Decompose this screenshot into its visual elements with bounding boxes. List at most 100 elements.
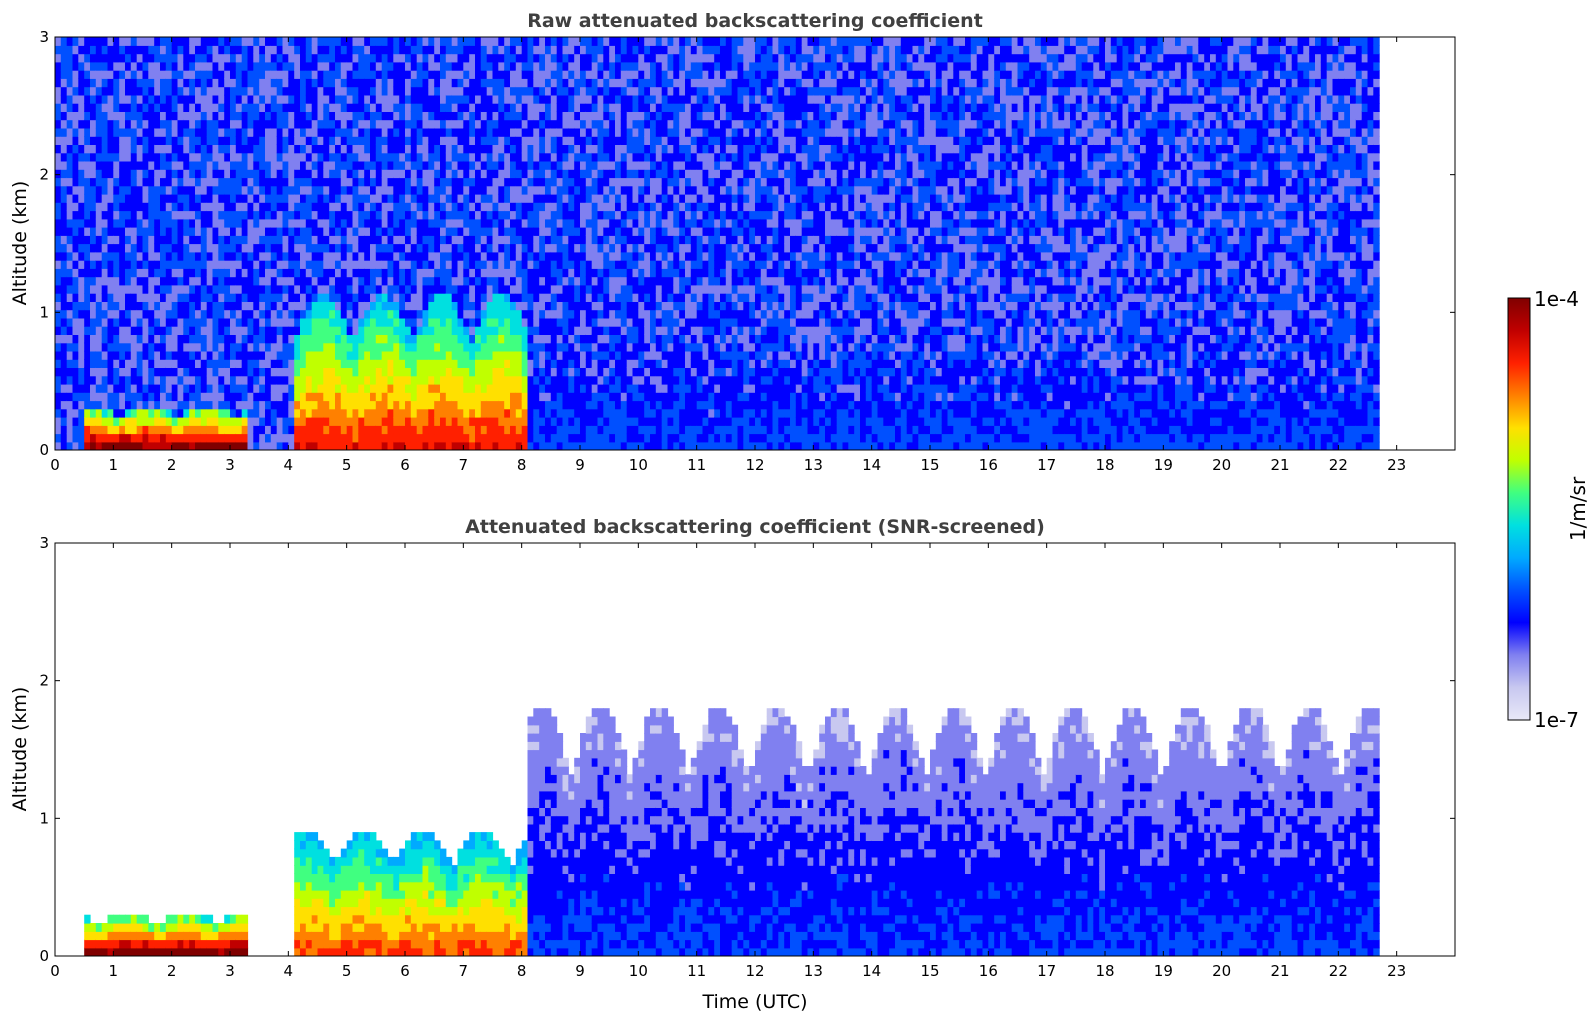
heatmap-cell xyxy=(393,70,400,79)
heatmap-cell xyxy=(125,185,132,195)
heatmap-cell xyxy=(504,359,511,368)
heatmap-cell xyxy=(498,243,505,253)
heatmap-cell xyxy=(165,111,173,121)
heatmap-cell xyxy=(101,78,109,88)
heatmap-cell xyxy=(55,383,62,393)
heatmap-cell xyxy=(615,441,622,450)
heatmap-cell xyxy=(171,227,179,236)
heatmap-cell xyxy=(101,276,109,286)
heatmap-cell xyxy=(107,111,114,121)
heatmap-cell xyxy=(340,350,348,360)
heatmap-cell xyxy=(259,367,266,377)
heatmap-cell xyxy=(416,417,424,426)
heatmap-cell xyxy=(323,260,330,269)
heatmap-cell xyxy=(136,260,144,269)
heatmap-cell xyxy=(200,408,208,418)
heatmap-cell xyxy=(136,78,144,88)
heatmap-cell xyxy=(393,152,400,162)
heatmap-cell xyxy=(632,111,639,121)
heatmap-cell xyxy=(527,70,534,79)
heatmap-cell xyxy=(410,136,418,145)
heatmap-cell xyxy=(160,185,167,195)
heatmap-cell xyxy=(405,276,412,286)
heatmap-cell xyxy=(550,119,558,129)
heatmap-cell xyxy=(294,210,301,220)
heatmap-cell xyxy=(148,425,155,435)
heatmap-cell xyxy=(154,309,161,319)
heatmap-cell xyxy=(288,202,295,212)
heatmap-cell xyxy=(469,350,476,360)
heatmap-cell xyxy=(562,152,569,162)
heatmap-cell xyxy=(95,94,103,104)
heatmap-cell xyxy=(574,94,581,104)
heatmap-cell xyxy=(148,342,155,352)
heatmap-cell xyxy=(492,78,499,88)
heatmap-cell xyxy=(340,293,348,302)
heatmap-cell xyxy=(119,334,126,344)
heatmap-cell xyxy=(148,78,155,88)
heatmap-cell xyxy=(270,218,278,228)
heatmap-cell xyxy=(195,127,202,137)
heatmap-cell xyxy=(259,177,266,187)
heatmap-cell xyxy=(405,342,412,352)
heatmap-cell xyxy=(78,169,85,179)
heatmap-cell xyxy=(148,334,155,344)
heatmap-cell xyxy=(101,127,109,137)
heatmap-cell xyxy=(160,301,167,311)
heatmap-cell xyxy=(521,243,529,253)
heatmap-cell xyxy=(405,210,412,220)
heatmap-cell xyxy=(206,350,214,360)
heatmap-cell xyxy=(597,94,604,104)
heatmap-cell xyxy=(422,45,429,55)
heatmap-cell xyxy=(370,375,377,385)
heatmap-cell xyxy=(480,103,488,112)
heatmap-cell xyxy=(154,94,161,104)
heatmap-cell xyxy=(381,210,389,220)
heatmap-cell xyxy=(609,202,616,212)
heatmap-cell xyxy=(247,193,254,203)
heatmap-cell xyxy=(550,293,558,302)
heatmap-cell xyxy=(235,441,243,450)
heatmap-cell xyxy=(311,86,319,96)
heatmap-cell xyxy=(101,45,109,55)
heatmap-cell xyxy=(55,309,62,319)
heatmap-cell xyxy=(323,317,330,327)
heatmap-cell xyxy=(434,111,441,121)
heatmap-cell xyxy=(84,301,91,311)
heatmap-cell xyxy=(510,202,517,212)
heatmap-cell xyxy=(276,152,284,162)
heatmap-cell xyxy=(585,61,593,71)
heatmap-cell xyxy=(562,268,569,278)
heatmap-cell xyxy=(340,441,348,450)
heatmap-cell xyxy=(632,334,639,344)
heatmap-cell xyxy=(90,334,97,344)
heatmap-cell xyxy=(620,235,628,245)
heatmap-cell xyxy=(253,326,260,335)
heatmap-cell xyxy=(370,441,377,450)
heatmap-cell xyxy=(387,45,394,55)
heatmap-cell xyxy=(125,193,132,203)
heatmap-cell xyxy=(148,127,155,137)
heatmap-cell xyxy=(591,301,599,311)
heatmap-cell xyxy=(428,383,435,393)
heatmap-cell xyxy=(160,317,167,327)
heatmap-cell xyxy=(130,334,138,344)
heatmap-cell xyxy=(545,136,552,145)
heatmap-cell xyxy=(597,317,604,327)
heatmap-cell xyxy=(206,301,214,311)
heatmap-cell xyxy=(55,276,62,286)
heatmap-cell xyxy=(119,136,126,145)
heatmap-cell xyxy=(60,45,68,55)
heatmap-cell xyxy=(60,202,68,212)
heatmap-cell xyxy=(119,441,126,450)
heatmap-cell xyxy=(247,70,254,79)
heatmap-cell xyxy=(253,334,260,344)
heatmap-cell xyxy=(515,136,523,145)
heatmap-cell xyxy=(165,78,173,88)
heatmap-cell xyxy=(241,326,249,335)
heatmap-cell xyxy=(276,53,284,63)
heatmap-cell xyxy=(597,400,604,410)
heatmap-cell xyxy=(375,152,383,162)
heatmap-cell xyxy=(527,61,534,71)
heatmap-cell xyxy=(270,185,278,195)
